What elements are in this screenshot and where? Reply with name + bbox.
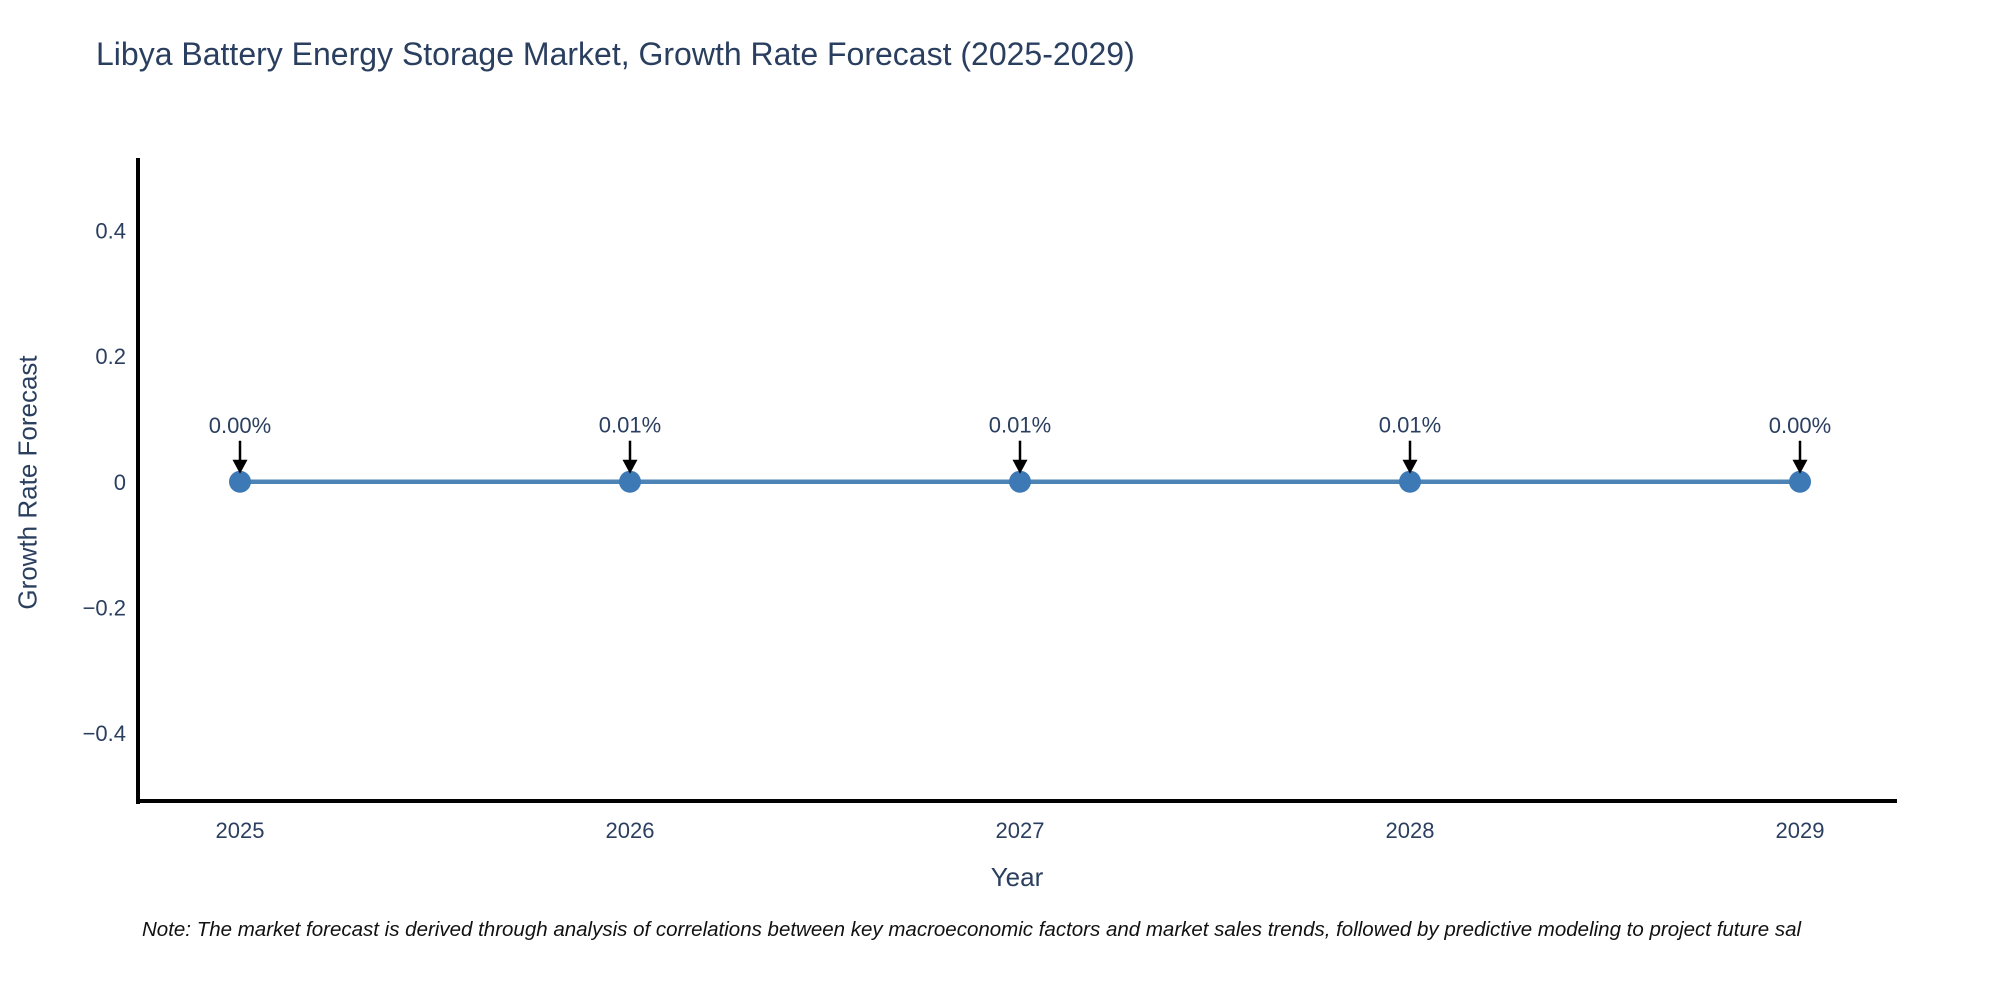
data-series [229,470,1811,493]
y-tick-label: 0 [114,470,126,495]
annotation-label: 0.01% [599,413,661,438]
x-tick-labels: 2025 2026 2027 2028 2029 [216,818,1825,843]
y-tick-labels: 0.4 0.2 0 −0.2 −0.4 [83,218,126,746]
annotation-arrow-head [622,459,638,474]
chart-title: Libya Battery Energy Storage Market, Gro… [96,36,1135,72]
data-point-marker[interactable] [229,470,251,493]
annotation-label: 0.00% [209,413,271,438]
annotation-label: 0.00% [1769,413,1831,438]
x-tick-label: 2025 [216,818,265,843]
data-point-marker[interactable] [1789,470,1811,493]
y-tick-label: −0.2 [83,595,126,620]
chart-footnote: Note: The market forecast is derived thr… [142,918,1802,941]
x-tick-label: 2026 [606,818,655,843]
annotation-arrow-head [1792,459,1808,474]
data-point-marker[interactable] [1009,470,1031,493]
point-annotations: 0.00% 0.01% 0.01% 0.01% 0.00% [209,413,1831,474]
annotation-arrow-head [1402,459,1418,474]
x-tick-label: 2029 [1776,818,1825,843]
annotation-label: 0.01% [1379,413,1441,438]
data-point-marker[interactable] [1399,470,1421,493]
y-tick-label: 0.2 [95,344,126,369]
annotation-label: 0.01% [989,413,1051,438]
x-axis-title: Year [990,862,1044,892]
y-tick-label: 0.4 [95,218,126,243]
x-tick-label: 2027 [996,818,1045,843]
y-tick-label: −0.4 [83,721,126,746]
annotation-arrow-head [1012,459,1028,474]
annotation-arrow-head [232,459,248,474]
data-point-marker[interactable] [619,470,641,493]
x-tick-label: 2028 [1386,818,1435,843]
